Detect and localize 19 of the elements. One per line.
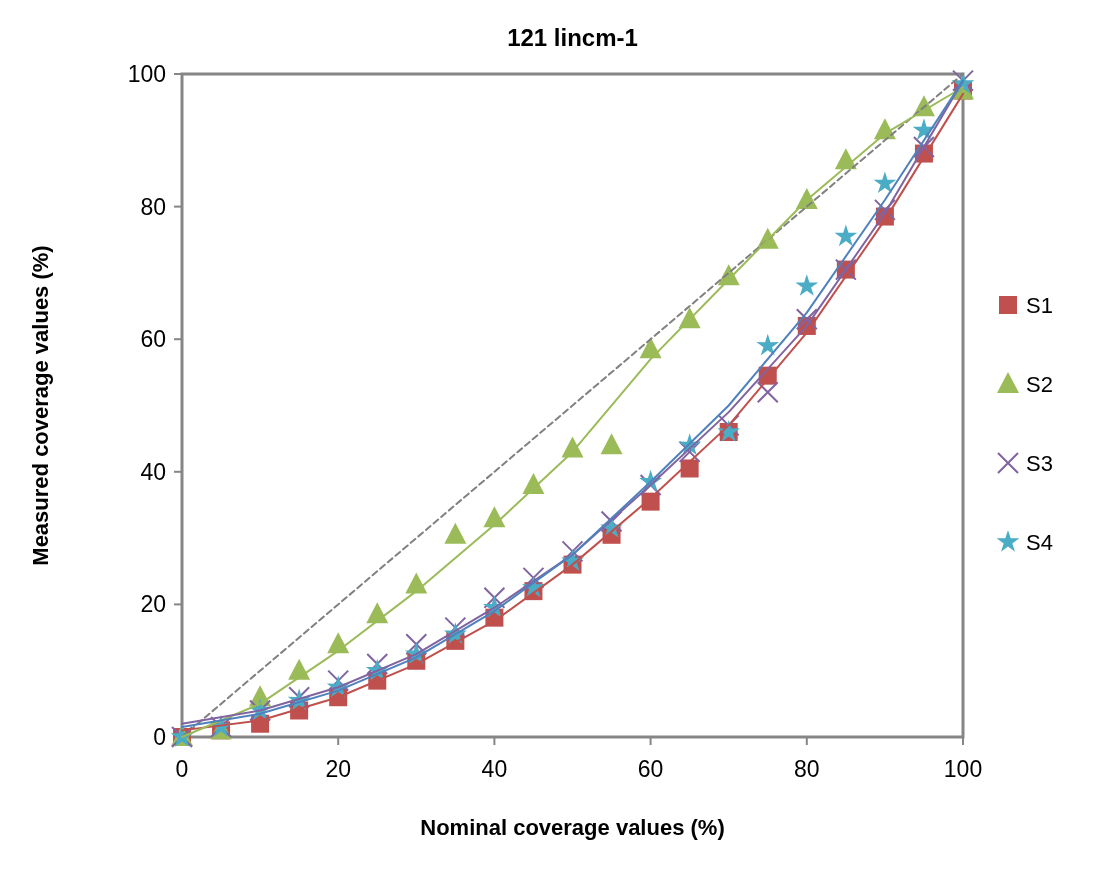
legend-label: S1 xyxy=(1026,293,1053,318)
x-tick-label: 80 xyxy=(794,756,820,782)
x-axis-title: Nominal coverage values (%) xyxy=(420,815,725,840)
x-tick-label: 100 xyxy=(943,756,983,782)
y-tick-label: 60 xyxy=(140,326,166,353)
legend-label: S3 xyxy=(1026,451,1053,476)
chart-title: 121 lincm-1 xyxy=(507,24,638,51)
y-tick-label: 100 xyxy=(127,61,166,87)
x-tick-label: 40 xyxy=(481,756,508,782)
legend-label: S2 xyxy=(1026,372,1053,397)
x-tick-label: 0 xyxy=(175,756,189,782)
x-tick-label: 20 xyxy=(325,756,351,782)
y-axis-title: Measured coverage values (%) xyxy=(28,245,53,566)
y-tick-label: 0 xyxy=(153,724,166,750)
y-tick-label: 40 xyxy=(140,458,166,485)
y-tick-label: 20 xyxy=(140,591,166,618)
x-tick-label: 60 xyxy=(637,756,664,782)
legend-label: S4 xyxy=(1026,530,1053,555)
y-tick-label: 80 xyxy=(140,193,166,220)
